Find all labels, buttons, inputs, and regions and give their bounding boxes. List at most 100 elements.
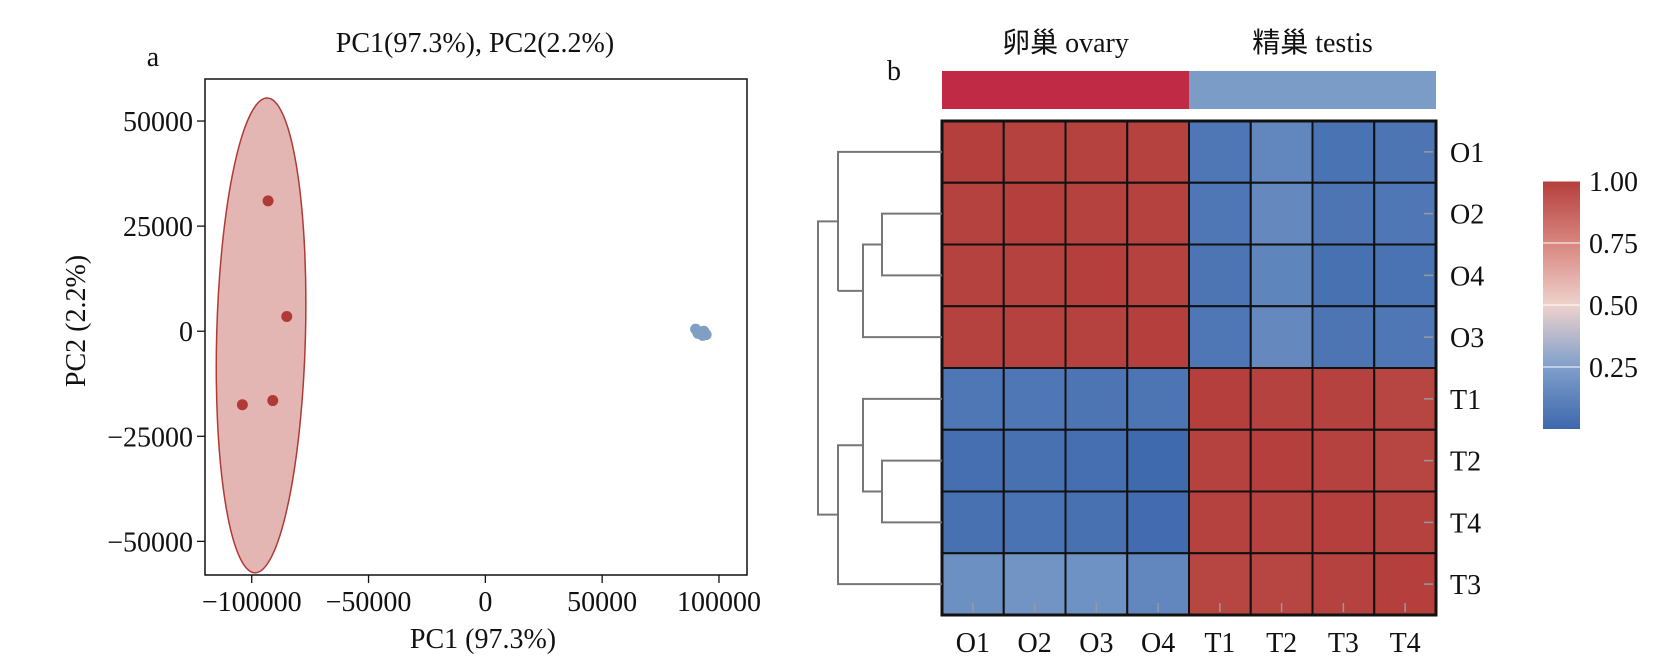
heatmap-cell — [941, 243, 1005, 308]
heatmap-cell — [1249, 367, 1314, 431]
heatmap-cell — [1311, 367, 1376, 431]
group-label-1: 精巢 testis — [1252, 27, 1373, 59]
heatmap-cell — [1002, 243, 1067, 308]
heatmap-cell — [1188, 490, 1252, 555]
heatmap-chart: 卵巢 ovary 精巢 testis O1 O2 O4 O3 T1 T2 T4 T3 O1 O2 O3 O… — [817, 27, 1484, 659]
heatmap-cell — [941, 490, 1005, 555]
dendrogram-branch — [817, 220, 838, 516]
heatmap-cell — [1249, 120, 1314, 184]
data-point-0-3 — [267, 395, 279, 407]
heatmap-cell — [1064, 181, 1129, 246]
panel-b-label: b — [887, 56, 901, 87]
row-label: O1 — [1450, 138, 1484, 169]
y-tick-label: 0 — [179, 317, 193, 348]
heatmap-cell — [1311, 181, 1376, 246]
dendrogram-branch — [881, 212, 942, 277]
x-tick-label: 50000 — [567, 587, 637, 618]
data-point-1-5 — [697, 329, 709, 341]
heatmap-cell — [1188, 120, 1252, 184]
heatmap-frame — [940, 119, 1438, 617]
heatmap-cell — [1126, 243, 1190, 308]
heatmap-cell — [1249, 428, 1314, 493]
y-tick-label: 25000 — [123, 212, 193, 243]
y-tick-label: −25000 — [107, 422, 193, 453]
x-tick-label: −50000 — [326, 587, 412, 618]
group-bar-0 — [942, 71, 1189, 109]
heatmap-cell — [1311, 243, 1376, 308]
panel-a-label: a — [147, 42, 160, 73]
heatmap-cell — [1064, 243, 1129, 308]
heatmap-cell — [1002, 428, 1067, 493]
heatmap-cell — [1064, 490, 1129, 555]
pca-plot-frame — [204, 78, 748, 576]
dendrogram-branch — [881, 459, 942, 524]
dendrogram — [817, 150, 942, 586]
heatmap-cell — [1064, 120, 1129, 184]
heatmap-cell — [941, 181, 1005, 246]
heatmap-cell — [1249, 305, 1314, 369]
column-label: T3 — [1328, 628, 1359, 659]
row-label: O4 — [1450, 261, 1484, 292]
heatmap-cell — [1002, 490, 1067, 555]
heatmap-cell — [1002, 120, 1067, 184]
heatmap-cell — [1126, 120, 1190, 184]
colorbar: 1.00 0.75 0.50 0.25 — [1543, 167, 1638, 429]
heatmap-cell — [1126, 305, 1190, 369]
heatmap-cell — [1002, 367, 1067, 431]
heatmap-cell — [1064, 428, 1129, 493]
pca-x-axis-label: PC1 (97.3%) — [410, 624, 556, 655]
heatmap-cell — [1311, 120, 1376, 184]
dendrogram-branch — [862, 397, 942, 493]
heatmap-cell — [1311, 490, 1376, 555]
heatmap-cell — [1126, 490, 1190, 555]
column-label: O1 — [956, 628, 990, 659]
data-point-0-0 — [262, 195, 274, 207]
row-label: O2 — [1450, 200, 1484, 231]
column-label: T1 — [1204, 628, 1235, 659]
column-label: O3 — [1079, 628, 1113, 659]
column-label: T4 — [1390, 628, 1421, 659]
pca-y-axis-label: PC2 (2.2%) — [61, 255, 92, 387]
heatmap-cell — [941, 305, 1005, 369]
heatmap-cell — [1249, 243, 1314, 308]
heatmap-cell — [1126, 181, 1190, 246]
colorbar-tick-label: 0.50 — [1589, 291, 1638, 322]
heatmap-cell — [1002, 305, 1067, 369]
heatmap-cell — [1188, 428, 1252, 493]
y-tick-label: 50000 — [123, 107, 193, 138]
heatmap-cell — [1249, 181, 1314, 246]
x-tick-label: −100000 — [202, 587, 302, 618]
heatmap-cell — [1126, 428, 1190, 493]
dendrogram-branch — [837, 444, 942, 586]
heatmap-cell — [1188, 243, 1252, 308]
x-tick-label: 100000 — [677, 587, 761, 618]
heatmap-cell — [1126, 367, 1190, 431]
heatmap-cell — [1188, 305, 1252, 369]
heatmap-cell — [1064, 305, 1129, 369]
heatmap-cell — [1188, 181, 1252, 246]
data-point-0-2 — [236, 399, 248, 411]
heatmap-cell — [1249, 490, 1314, 555]
dendrogram-branch — [862, 243, 942, 339]
colorbar-tick-label: 1.00 — [1589, 167, 1638, 198]
colorbar-tick-label: 0.75 — [1589, 229, 1638, 260]
row-label: O3 — [1450, 323, 1484, 354]
row-label: T3 — [1450, 570, 1481, 601]
column-label: T2 — [1266, 628, 1297, 659]
column-label: O2 — [1018, 628, 1052, 659]
heatmap-cell — [1188, 367, 1252, 431]
data-point-0-1 — [281, 310, 293, 322]
dendrogram-branch — [837, 150, 942, 291]
heatmap-cell — [941, 120, 1005, 184]
heatmap-cell — [1311, 428, 1376, 493]
group-bar-1 — [1189, 71, 1436, 109]
row-label: T1 — [1450, 385, 1481, 416]
row-label: T2 — [1450, 447, 1481, 478]
heatmap-cell — [941, 428, 1005, 493]
column-label: O4 — [1141, 628, 1175, 659]
pca-title: PC1(97.3%), PC2(2.2%) — [336, 28, 614, 59]
heatmap-cell — [1311, 305, 1376, 369]
heatmap-cell — [1064, 367, 1129, 431]
x-tick-label: 0 — [478, 587, 492, 618]
